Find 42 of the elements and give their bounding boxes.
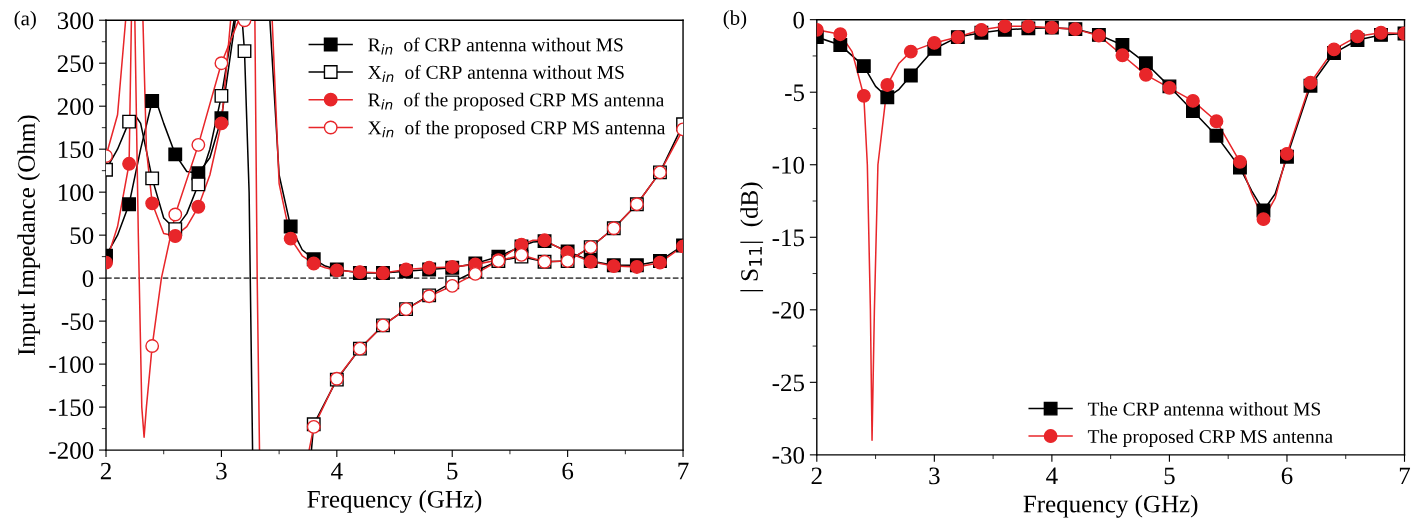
legend-label: R$_{in}$ of CRP antenna without MS (368, 37, 623, 55)
x-tick-label: 2 (811, 467, 822, 485)
y-tick-label: -100 (49, 356, 94, 374)
y-tick-label: -30 (772, 446, 805, 464)
x-tick-label: 4 (331, 462, 343, 480)
y-tick-label: -50 (61, 313, 94, 331)
legend-label: The proposed CRP MS antenna (1087, 429, 1333, 448)
y-axis-title: Input Impedance (Ohm) (17, 115, 41, 356)
y-tick-label: -10 (772, 156, 805, 174)
y-tick-label: -15 (772, 229, 805, 247)
legend-label: X$_{in}$ of CRP antenna without MS (368, 65, 624, 82)
y-tick-label: -20 (772, 301, 805, 319)
y-tick-label: 300 (57, 12, 94, 30)
y-tick-label: 100 (58, 184, 94, 202)
y-tick-label: -150 (49, 399, 94, 417)
x-tick-label: 6 (562, 462, 574, 480)
x-tick-label: 3 (216, 462, 227, 480)
legend-label: The CRP antenna without MS (1087, 401, 1321, 416)
x-axis-title: Frequency (GHz) (1023, 494, 1198, 518)
y-tick-label: -25 (772, 374, 805, 392)
legend-label: X$_{in}$ of the proposed CRP MS antenna (368, 120, 666, 139)
y-tick-label: 0 (793, 11, 805, 29)
x-tick-label: 5 (1164, 467, 1175, 485)
x-tick-label: 5 (447, 462, 458, 480)
y-tick-label: 50 (70, 227, 94, 245)
x-tick-label: 6 (1281, 467, 1293, 485)
x-axis-title: Frequency (GHz) (307, 490, 482, 513)
y-tick-label: 200 (57, 98, 94, 116)
x-tick-label: 7 (678, 462, 689, 480)
text: (b) (723, 10, 747, 30)
x-tick-label: 7 (1399, 467, 1411, 485)
y-tick-label: 250 (57, 55, 94, 73)
legend-label: R$_{in}$ of the proposed CRP MS antenna (368, 92, 665, 111)
x-tick-label: 3 (929, 467, 940, 485)
y-tick-label: -200 (49, 442, 94, 459)
x-tick-label: 4 (1046, 467, 1058, 485)
text: (a) (14, 10, 36, 30)
y-tick-label: 150 (58, 141, 94, 159)
x-tick-label: 2 (100, 462, 111, 480)
y-axis-title: | S$_{11}$| (dB) (740, 182, 764, 292)
y-tick-label: -5 (785, 84, 805, 102)
y-tick-label: 0 (82, 270, 94, 288)
